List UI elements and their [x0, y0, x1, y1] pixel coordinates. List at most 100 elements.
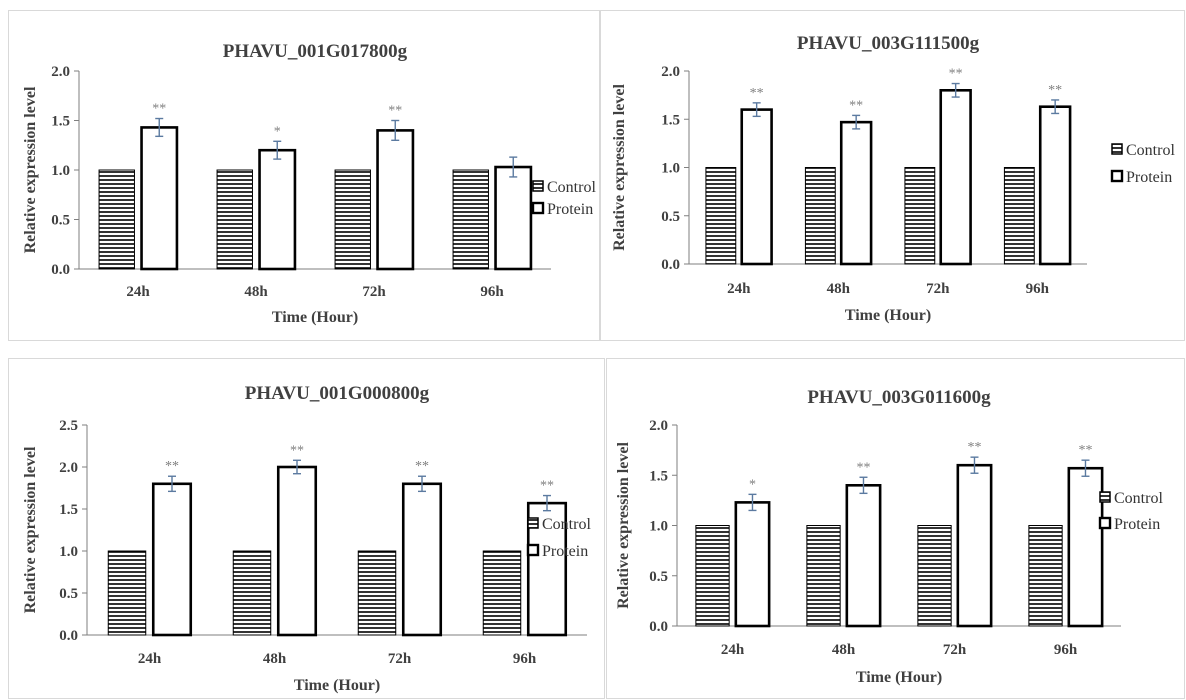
significance-label: *	[274, 124, 281, 139]
x-tick-label: 72h	[943, 642, 967, 658]
legend-label-protein: Protein	[547, 201, 593, 218]
significance-label: **	[415, 459, 429, 474]
y-tick-label: 1.5	[51, 114, 70, 130]
legend-label-control: Control	[542, 516, 591, 533]
chart-title: PHAVU_001G017800g	[223, 41, 408, 62]
y-tick-label: 0.5	[649, 569, 668, 585]
x-tick-label: 96h	[1026, 281, 1050, 297]
bar-protein-96h	[1038, 105, 1072, 266]
bar-protein-48h	[845, 484, 882, 628]
significance-label: **	[967, 440, 981, 455]
y-tick-label: 1.5	[661, 112, 680, 128]
chart-title: PHAVU_003G111500g	[797, 33, 980, 54]
bar-protein-48h	[839, 120, 873, 266]
bar-protein-48h	[276, 465, 318, 637]
x-tick-label: 72h	[388, 651, 412, 667]
bar-protein-96h	[494, 165, 533, 271]
x-tick-label: 24h	[727, 281, 751, 297]
bar-protein-24h	[740, 108, 773, 266]
bar-control-96h	[452, 169, 489, 270]
legend-swatch-protein	[1098, 516, 1112, 530]
bar-control-24h	[695, 525, 730, 627]
bar-protein-96h	[1067, 466, 1104, 628]
significance-label: **	[165, 459, 179, 474]
chart-panel-phavu-001g000800g: PHAVU_001G000800g 0.0 0.5 1.0 1.5 2.0 2.5 ** 24h…	[8, 358, 605, 699]
significance-label: **	[540, 479, 554, 494]
x-tick-label: 24h	[138, 651, 162, 667]
x-axis-title: Time (Hour)	[845, 307, 931, 324]
chart-title: PHAVU_001G000800g	[245, 383, 430, 404]
x-tick-label: 96h	[1054, 642, 1078, 658]
bar-control-48h	[804, 167, 836, 265]
x-tick-label: 48h	[244, 284, 268, 300]
chart-panel-phavu-003g011600g: PHAVU_003G011600g 0.0 0.5 1.0 1.5 2.0 * 24h ** 48…	[606, 358, 1185, 699]
bar-control-72h	[334, 169, 371, 270]
legend-label-protein: Protein	[542, 543, 588, 560]
bar-control-48h	[232, 550, 272, 636]
legend-swatch-control	[527, 517, 539, 529]
chart-panel-phavu-003g111500g: PHAVU_003G111500g 0.0 0.5 1.0 1.5 2.0 ** 24h ** 4…	[600, 10, 1185, 341]
legend-label-control: Control	[1126, 142, 1175, 159]
bar-protein-72h	[401, 482, 443, 637]
x-axis-title: Time (Hour)	[294, 677, 380, 694]
bar-control-48h	[216, 169, 253, 270]
y-tick-label: 2.0	[51, 64, 70, 80]
bar-chart-svg: PHAVU_003G011600g 0.0 0.5 1.0 1.5 2.0 * 24h ** 48…	[615, 387, 1163, 686]
bar-chart-svg: PHAVU_001G017800g 0.0 0.5 1.0 1.5 2.0 ** 24h * 48…	[22, 41, 596, 326]
x-tick-label: 72h	[362, 284, 386, 300]
legend-label-control: Control	[547, 179, 596, 196]
y-tick-label: 1.5	[649, 468, 668, 484]
significance-label: **	[1048, 83, 1062, 98]
significance-label: **	[856, 460, 870, 475]
y-tick-label: 1.0	[59, 544, 78, 560]
y-tick-label: 2.0	[59, 460, 78, 476]
chart-title: PHAVU_003G011600g	[807, 387, 991, 408]
y-tick-label: 0.0	[661, 257, 680, 273]
significance-label: **	[388, 104, 402, 119]
x-tick-label: 96h	[513, 651, 537, 667]
legend-label-control: Control	[1114, 490, 1163, 507]
x-tick-label: 48h	[832, 642, 856, 658]
legend-swatch-control	[1099, 491, 1111, 503]
bar-control-48h	[806, 525, 841, 627]
y-tick-label: 0.5	[59, 586, 78, 602]
x-tick-label: 72h	[926, 281, 950, 297]
x-axis-title: Time (Hour)	[856, 669, 942, 686]
bar-control-24h	[98, 169, 135, 270]
y-tick-label: 0.5	[661, 209, 680, 225]
x-tick-label: 48h	[827, 281, 851, 297]
legend: Control Protein	[531, 179, 596, 218]
x-axis-title: Time (Hour)	[272, 309, 358, 326]
y-tick-label: 1.5	[59, 502, 78, 518]
bar-control-72h	[917, 525, 952, 627]
significance-label: **	[849, 98, 863, 113]
y-axis-title: Relative expression level	[22, 446, 39, 613]
bar-protein-24h	[151, 482, 193, 637]
legend: Control Protein	[526, 516, 591, 560]
significance-label: **	[152, 102, 166, 117]
bar-control-96h	[1028, 525, 1063, 627]
y-tick-label: 1.0	[661, 161, 680, 177]
legend-swatch-protein	[526, 543, 540, 557]
bar-protein-72h	[376, 129, 415, 271]
legend-swatch-control	[532, 180, 544, 192]
y-tick-label: 0.0	[51, 262, 70, 278]
bar-control-24h	[107, 550, 147, 636]
legend-swatch-control	[1111, 143, 1123, 155]
y-tick-label: 1.0	[649, 519, 668, 535]
bar-control-24h	[705, 167, 737, 265]
y-tick-label: 2.0	[661, 64, 680, 80]
y-axis-title: Relative expression level	[615, 442, 632, 609]
significance-label: **	[949, 67, 963, 82]
x-tick-label: 24h	[721, 642, 745, 658]
y-axis-title: Relative expression level	[22, 86, 39, 253]
chart-panel-phavu-001g017800g: PHAVU_001G017800g 0.0 0.5 1.0 1.5 2.0 ** 24h * 48…	[8, 10, 600, 341]
bar-chart-svg: PHAVU_003G111500g 0.0 0.5 1.0 1.5 2.0 ** 24h ** 4…	[611, 33, 1175, 324]
legend: Control Protein	[1110, 142, 1175, 186]
bar-control-72h	[904, 167, 936, 265]
legend-swatch-protein	[1110, 169, 1124, 183]
y-axis-title: Relative expression level	[611, 84, 628, 251]
y-tick-label: 0.5	[51, 213, 70, 229]
significance-label: **	[1078, 443, 1092, 458]
significance-label: **	[290, 443, 304, 458]
